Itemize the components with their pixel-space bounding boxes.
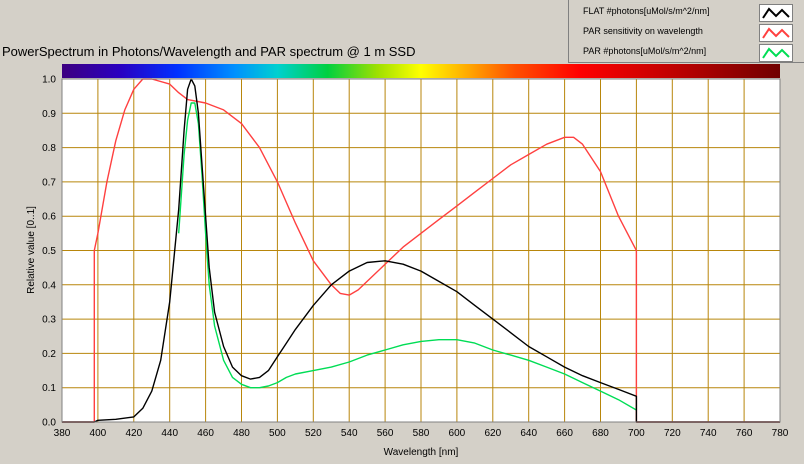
x-tick-label: 420: [125, 428, 142, 439]
legend-item-par-photons[interactable]: PAR #photons[uMol/s/m^2/nm]: [569, 42, 804, 62]
series-line-1: [62, 78, 780, 423]
y-tick-label: 0.9: [42, 109, 56, 120]
legend: FLAT #photons[uMol/s/m^2/nm] PAR sensiti…: [568, 0, 804, 63]
y-tick-label: 0.7: [42, 177, 56, 188]
x-tick-label: 580: [413, 428, 430, 439]
x-tick-label: 720: [664, 428, 681, 439]
y-tick-label: 0.1: [42, 383, 56, 394]
x-tick-label: 700: [628, 428, 645, 439]
x-tick-label: 740: [700, 428, 717, 439]
x-tick-label: 540: [341, 428, 358, 439]
tick-labels: 380 400 420 440 460 480 500 520 540 560 580 600 620 6…: [42, 75, 789, 440]
x-tick-label: 680: [592, 428, 609, 439]
x-tick-label: 460: [197, 428, 214, 439]
x-tick-label: 400: [90, 428, 107, 439]
y-tick-label: 0.3: [42, 315, 56, 326]
legend-swatch-par-photons: [759, 44, 793, 62]
x-tick-label: 640: [520, 428, 537, 439]
grid: [61, 78, 781, 423]
y-tick-label: 0.5: [42, 246, 56, 257]
legend-item-par-sensitivity[interactable]: PAR sensitivity on wavelength: [569, 22, 804, 42]
legend-label-par-photons: PAR #photons[uMol/s/m^2/nm]: [583, 46, 707, 56]
y-axis-label: Relative value [0..1]: [26, 206, 37, 294]
x-tick-label: 480: [233, 428, 250, 439]
series-line-0: [62, 78, 780, 423]
series-lines: [62, 78, 780, 423]
x-tick-label: 500: [269, 428, 286, 439]
y-tick-label: 0.2: [42, 349, 56, 360]
x-tick-label: 440: [161, 428, 178, 439]
y-tick-label: 0.0: [42, 418, 56, 429]
legend-swatch-par-sensitivity: [759, 24, 793, 42]
y-tick-label: 1.0: [42, 75, 56, 86]
x-tick-label: 520: [305, 428, 322, 439]
spectrum-bar: [62, 64, 780, 78]
x-tick-label: 600: [449, 428, 466, 439]
x-tick-label: 560: [377, 428, 394, 439]
y-tick-label: 0.4: [42, 280, 56, 291]
chart-title: PowerSpectrum in Photons/Wavelength and …: [2, 44, 416, 59]
legend-label-flat: FLAT #photons[uMol/s/m^2/nm]: [583, 6, 710, 16]
x-tick-label: 780: [772, 428, 789, 439]
x-tick-label: 660: [556, 428, 573, 439]
x-axis-label: Wavelength [nm]: [384, 447, 459, 458]
legend-item-flat[interactable]: FLAT #photons[uMol/s/m^2/nm]: [569, 2, 804, 22]
x-tick-label: 380: [54, 428, 71, 439]
series-line-2: [178, 102, 637, 411]
x-tick-label: 760: [736, 428, 753, 439]
y-tick-label: 0.8: [42, 143, 56, 154]
y-tick-label: 0.6: [42, 212, 56, 223]
legend-swatch-flat: [759, 4, 793, 22]
x-tick-label: 620: [484, 428, 501, 439]
plot-frame: [61, 78, 781, 423]
legend-label-par-sensitivity: PAR sensitivity on wavelength: [583, 26, 703, 36]
